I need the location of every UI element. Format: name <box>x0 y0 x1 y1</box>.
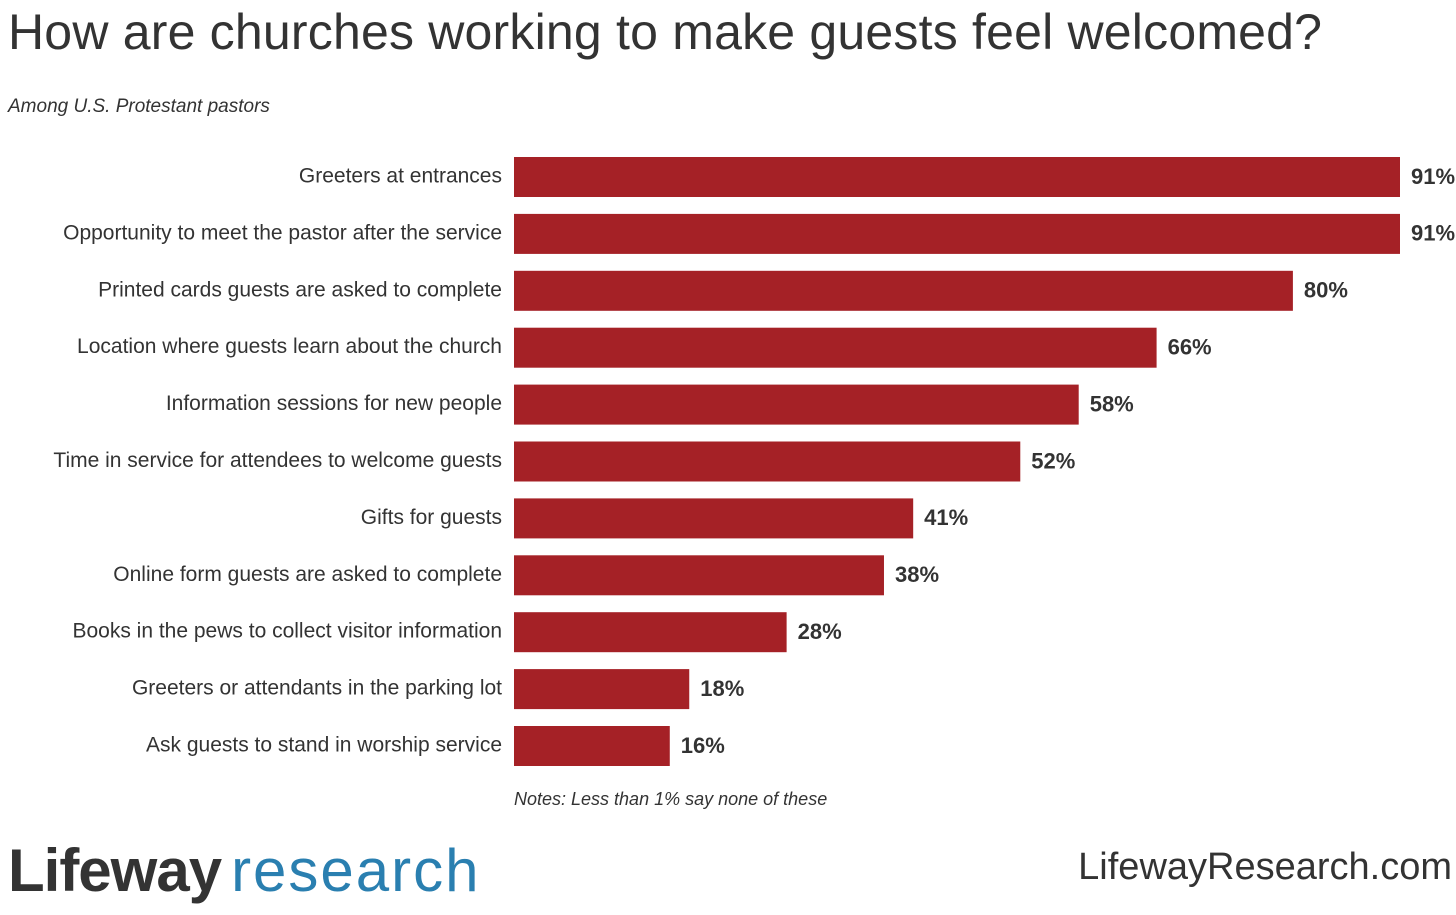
category-label: Books in the pews to collect visitor inf… <box>72 620 502 643</box>
category-label: Greeters at entrances <box>299 165 502 188</box>
bar <box>514 327 1157 368</box>
value-label: 91% <box>1411 221 1455 246</box>
bar <box>514 213 1400 254</box>
chart-subtitle: Among U.S. Protestant pastors <box>8 96 270 117</box>
bar <box>514 555 884 596</box>
bar <box>514 157 1400 197</box>
logo-research-text: research <box>231 837 481 904</box>
value-label: 16% <box>681 733 725 758</box>
bar <box>514 726 670 766</box>
category-label: Online form guests are asked to complete <box>113 563 502 586</box>
value-label: 38% <box>895 562 939 587</box>
chart-notes: Notes: Less than 1% say none of these <box>514 789 828 809</box>
value-label: 41% <box>924 505 968 530</box>
bar <box>514 384 1079 425</box>
value-label: 66% <box>1168 335 1212 360</box>
website-url: LifewayResearch.com <box>1078 846 1452 888</box>
bar-chart: Greeters at entrances 91% Opportunity to m… <box>53 157 1455 766</box>
bar <box>514 498 914 539</box>
value-label: 28% <box>798 619 842 644</box>
value-label: 91% <box>1411 164 1455 189</box>
bar <box>514 441 1021 482</box>
category-label: Location where guests learn about the ch… <box>77 335 502 358</box>
category-label: Gifts for guests <box>361 506 502 529</box>
bar <box>514 270 1293 311</box>
chart-title: How are churches working to make guests … <box>8 4 1323 60</box>
category-label: Printed cards guests are asked to comple… <box>98 278 502 301</box>
category-label: Ask guests to stand in worship service <box>146 734 502 757</box>
lifeway-research-logo: Lifeway research <box>8 836 481 906</box>
category-label: Opportunity to meet the pastor after the… <box>63 221 502 244</box>
category-label: Greeters or attendants in the parking lo… <box>132 677 502 700</box>
bar <box>514 612 787 653</box>
value-label: 18% <box>700 676 744 701</box>
value-label: 80% <box>1304 278 1348 303</box>
value-label: 58% <box>1090 391 1134 416</box>
value-label: 52% <box>1031 448 1075 473</box>
category-label: Information sessions for new people <box>166 392 502 415</box>
category-label: Time in service for attendees to welcome… <box>53 449 502 472</box>
logo-lifeway-text: Lifeway <box>8 837 222 904</box>
bar <box>514 669 690 710</box>
